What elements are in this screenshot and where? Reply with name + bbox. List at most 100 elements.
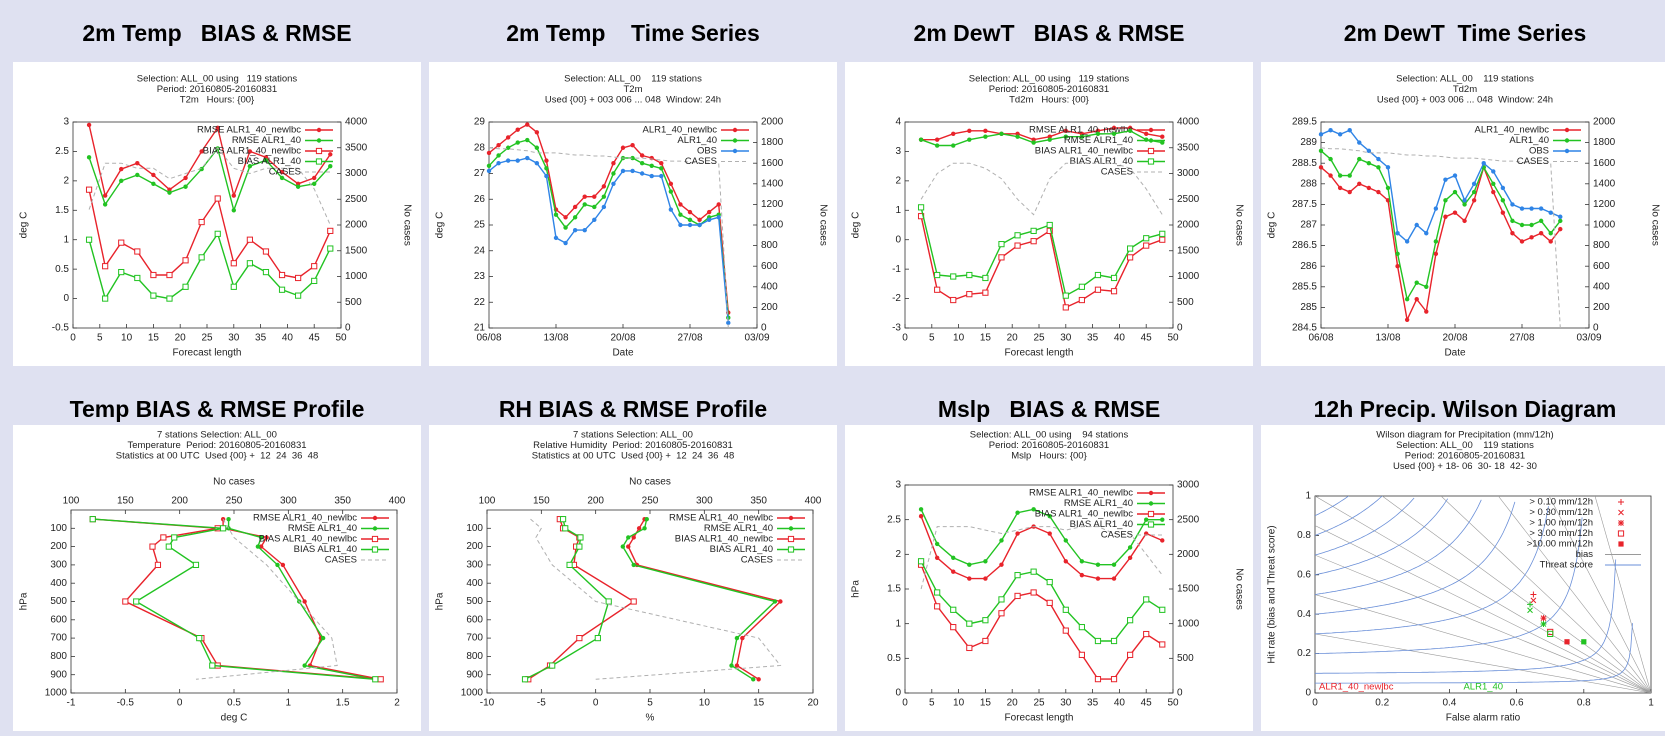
data-point (631, 535, 636, 540)
legend-symbol (1148, 501, 1154, 506)
data-point (262, 248, 270, 255)
bottom-tick-label: -1 (67, 698, 76, 709)
y-axis-label: deg C (19, 212, 30, 239)
data-point (1031, 507, 1036, 512)
y-axis-label: deg C (1267, 212, 1278, 239)
chart-heading: 2m Temp Time Series (506, 20, 760, 46)
top-tick-label: 250 (226, 496, 243, 507)
data-point (756, 677, 761, 682)
data-point (1046, 599, 1053, 606)
series-line (920, 564, 1163, 680)
data-point (102, 202, 108, 207)
data-point (377, 676, 384, 683)
data-point (544, 173, 549, 179)
data-point (592, 204, 597, 210)
right-tick-label: 1200 (761, 199, 784, 210)
left-tick-label: 29 (474, 117, 486, 128)
chart-subtitle: 7 stations Selection: ALL_00 (157, 430, 277, 441)
top-tick-label: 150 (533, 496, 550, 507)
bottom-tick-label: 35 (255, 333, 267, 344)
data-point (642, 526, 647, 531)
data-point (1095, 576, 1101, 581)
data-point (1433, 206, 1439, 211)
data-point (1471, 189, 1477, 195)
left-tick-label: 288 (1300, 178, 1317, 189)
data-point (150, 292, 157, 299)
data-point (1014, 242, 1021, 249)
data-point (220, 525, 227, 532)
data-point (278, 286, 286, 293)
data-point (1144, 517, 1149, 522)
bias-isoline (1594, 496, 1651, 693)
data-point (659, 173, 664, 179)
data-point (729, 663, 734, 668)
data-point (999, 538, 1004, 543)
right-tick-label: 2000 (1593, 117, 1616, 128)
data-point (1015, 510, 1020, 515)
data-point (1519, 206, 1525, 211)
chart-heading: Mslp BIAS & RMSE (938, 396, 1160, 422)
series-line (920, 560, 1163, 642)
bottom-tick-label: 20/08 (610, 333, 635, 344)
data-point (327, 227, 334, 234)
legend-symbol (316, 127, 322, 133)
data-point (521, 676, 529, 683)
data-point (1078, 283, 1085, 290)
left-tick-label: 26 (474, 194, 486, 205)
chart-subtitle: Temperature Period: 20160805-20160831 (127, 440, 306, 451)
right-tick-label: 200 (761, 302, 778, 313)
left-tick-label: 2 (895, 549, 901, 560)
legend-label: > 0.10 mm/12h (1529, 497, 1593, 508)
legend-symbol (1147, 158, 1155, 165)
legend-label: CASES (741, 555, 773, 566)
data-point (496, 161, 501, 166)
data-point (1385, 185, 1391, 191)
right-tick-label: 2500 (1177, 194, 1200, 205)
left-tick-label: 400 (50, 578, 67, 589)
data-point (998, 596, 1005, 603)
right-tick-label: 800 (761, 240, 778, 251)
data-point (1143, 596, 1150, 603)
left-tick-label: 289 (1300, 137, 1317, 148)
chart-subtitle: Statistics at 00 UTC Used {00} + 12 24 3… (116, 451, 319, 462)
x-axis-label: deg C (221, 713, 248, 724)
left-tick-label: 2 (63, 175, 69, 186)
bottom-tick-label: 10 (121, 333, 133, 344)
data-point (982, 289, 989, 296)
series-line (530, 518, 782, 680)
data-point (716, 202, 721, 207)
right-tick-label: 2500 (345, 194, 368, 205)
data-point (620, 168, 626, 174)
right-tick-label: 600 (1593, 261, 1610, 272)
left-tick-label: 1.5 (887, 584, 901, 595)
data-point (1015, 531, 1020, 536)
data-point (1062, 627, 1069, 634)
top-tick-label: 350 (334, 496, 351, 507)
left-tick-label: 285 (1300, 302, 1317, 313)
legend-symbol (1148, 127, 1154, 133)
y2-axis-label: No cases (1233, 568, 1244, 610)
left-tick-label: 2 (895, 175, 901, 186)
left-tick-label: 0 (895, 688, 901, 699)
data-point (328, 152, 333, 157)
data-point (592, 194, 597, 199)
data-point (740, 635, 745, 641)
bias-isoline (1315, 554, 1651, 693)
data-point (182, 283, 189, 290)
data-point (967, 137, 972, 142)
data-point (918, 137, 924, 142)
data-point (1095, 562, 1101, 567)
chart-subtitle: Statistics at 00 UTC Used {00} + 12 24 3… (532, 451, 735, 462)
legend-symbol (1148, 138, 1154, 143)
bottom-tick-label: 0.4 (1442, 698, 1456, 709)
left-tick-label: 28 (474, 142, 486, 153)
data-point (572, 215, 578, 220)
data-point (563, 225, 568, 230)
data-point (562, 525, 569, 532)
bottom-tick-label: 1 (1648, 698, 1654, 709)
data-point (171, 534, 178, 541)
series-line (920, 162, 1163, 216)
left-tick-label: 200 (466, 541, 483, 552)
data-point (183, 175, 188, 181)
bottom-tick-label: 15 (980, 333, 992, 344)
